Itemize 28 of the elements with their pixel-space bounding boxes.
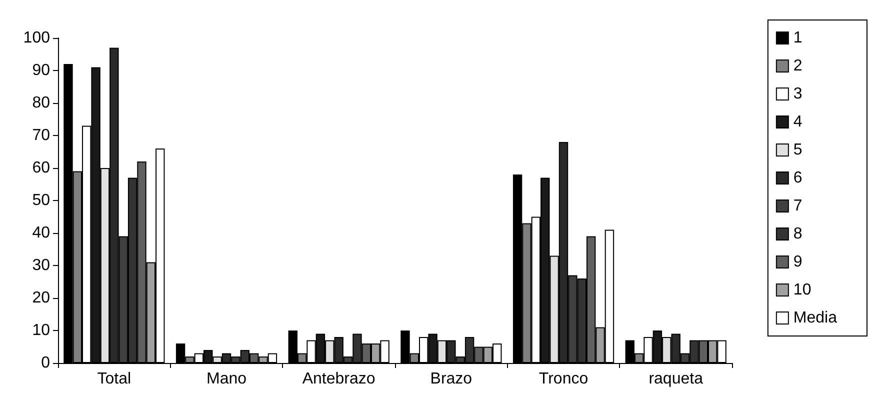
y-tick-label: 50 (32, 192, 50, 209)
y-tick-label: 10 (32, 322, 50, 339)
legend-label: 9 (793, 254, 802, 270)
y-tick-label: 70 (32, 127, 50, 144)
legend-label: 6 (793, 170, 802, 186)
legend-label: Media (793, 310, 838, 326)
y-tick-label: 20 (32, 290, 50, 306)
y-tick-label: 80 (32, 94, 50, 112)
legend-label: 8 (793, 226, 802, 242)
legend-label: 3 (793, 86, 802, 102)
legend-label: 7 (793, 198, 802, 214)
y-tick-label: 30 (32, 257, 50, 274)
legend-label: 4 (793, 114, 802, 130)
x-tick-label: Total (97, 370, 132, 388)
legend-label: 2 (793, 58, 802, 74)
y-tick-label: 60 (32, 160, 50, 176)
legend-label: 5 (793, 142, 802, 158)
x-tick-label: Brazo (430, 370, 472, 388)
legend-label: 10 (793, 282, 812, 298)
y-tick-label: 100 (23, 30, 50, 46)
legend-label: 1 (793, 30, 802, 46)
y-tick-label: 40 (32, 224, 50, 242)
x-tick-label: Tronco (538, 370, 588, 388)
x-tick-label: raqueta (648, 370, 704, 388)
y-tick-label: 90 (32, 62, 50, 79)
x-tick-label: Antebrazo (302, 370, 376, 388)
x-tick-label: Mano (206, 370, 247, 388)
y-tick-label: 0 (41, 354, 50, 372)
